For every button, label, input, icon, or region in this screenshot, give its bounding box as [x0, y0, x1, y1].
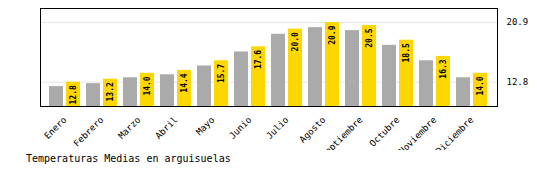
- svg-text:14.4: 14.4: [180, 73, 189, 92]
- svg-text:Febrero: Febrero: [72, 115, 106, 149]
- svg-text:14.0: 14.0: [476, 76, 485, 95]
- svg-text:13.2: 13.2: [106, 82, 115, 101]
- svg-text:20.9: 20.9: [328, 25, 337, 44]
- svg-text:Junio: Junio: [227, 115, 253, 141]
- html-text:Temperaturas Medias en arguisu: Temperaturas Medias en arguisuelas: [26, 153, 231, 164]
- svg-text:14.0: 14.0: [143, 76, 152, 95]
- svg-text:20.5: 20.5: [365, 28, 374, 47]
- svg-text:Noviembre: Noviembre: [397, 115, 439, 150]
- svg-text:20.0: 20.0: [291, 32, 300, 51]
- svg-text:Agosto: Agosto: [297, 115, 327, 145]
- svg-text:20.9: 20.9: [507, 17, 529, 27]
- svg-text:Diciembre: Diciembre: [434, 115, 476, 150]
- svg-text:12.8: 12.8: [69, 85, 78, 104]
- svg-text:Septiembre: Septiembre: [319, 115, 364, 150]
- svg-text:Enero: Enero: [42, 115, 68, 141]
- svg-text:Octubre: Octubre: [368, 115, 402, 149]
- svg-text:Mayo: Mayo: [194, 115, 216, 137]
- svg-text:Marzo: Marzo: [116, 115, 142, 141]
- svg-text:16.3: 16.3: [439, 59, 448, 78]
- svg-text:12.8: 12.8: [507, 77, 529, 87]
- svg-text:17.6: 17.6: [254, 50, 263, 69]
- svg-text:15.7: 15.7: [217, 64, 226, 83]
- svg-text:Abril: Abril: [153, 115, 179, 141]
- svg-text:Julio: Julio: [264, 115, 290, 141]
- svg-text:18.5: 18.5: [402, 43, 411, 62]
